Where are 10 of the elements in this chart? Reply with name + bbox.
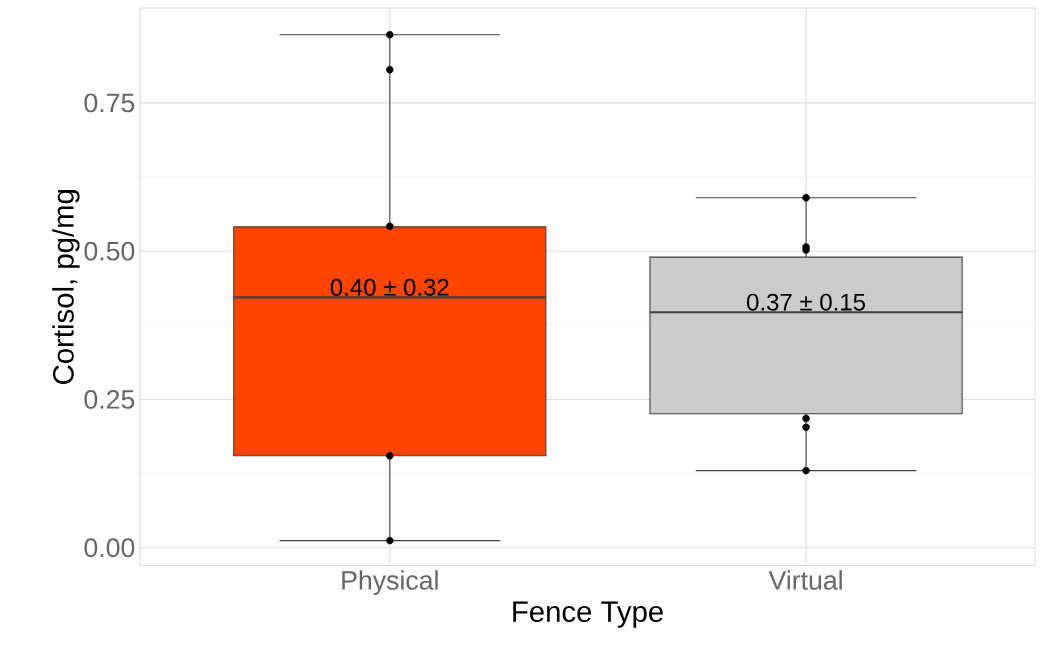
- y-axis-title: Cortisol, pg/mg: [52, 190, 80, 385]
- y-tick-label: 0.25: [84, 390, 135, 410]
- y-tick-label: 0.00: [84, 538, 135, 558]
- annotation: 0.37 ± 0.15: [747, 293, 865, 311]
- x-tick-label: Physical: [342, 570, 438, 596]
- x-tick-label: Virtual: [768, 570, 842, 591]
- x-axis-title: Fence Type: [513, 601, 663, 629]
- y-tick-label: 0.50: [84, 241, 135, 261]
- annotation: 0.40 ± 0.32: [330, 279, 449, 297]
- y-tick-label: 0.75: [84, 93, 135, 113]
